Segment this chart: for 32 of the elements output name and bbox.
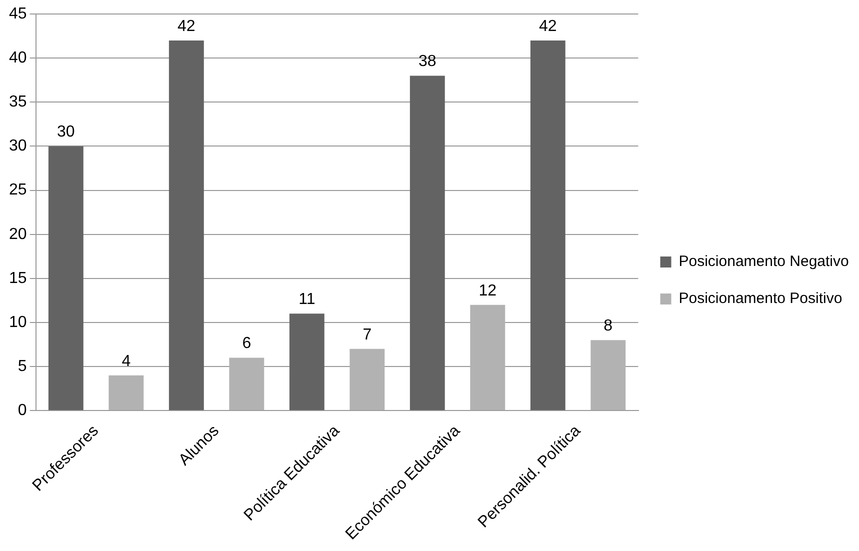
data-label: 4 xyxy=(122,352,131,370)
bar xyxy=(168,40,204,410)
legend-label: Posicionamento Negativo xyxy=(678,253,849,270)
bar xyxy=(530,40,566,410)
y-tick-label: 20 xyxy=(9,226,27,243)
y-tick-label: 45 xyxy=(9,5,27,22)
bar xyxy=(590,340,626,410)
data-label: 30 xyxy=(57,124,75,141)
y-tick-label: 5 xyxy=(18,358,27,375)
data-label: 11 xyxy=(298,291,316,308)
legend-label: Posicionamento Positivo xyxy=(678,290,842,308)
bar xyxy=(289,314,324,410)
data-label: 38 xyxy=(418,53,436,70)
y-tick-label: 0 xyxy=(18,402,27,420)
data-label: 6 xyxy=(242,335,252,352)
bar xyxy=(48,146,84,410)
bar xyxy=(350,348,385,410)
y-tick-label: 25 xyxy=(9,182,27,199)
data-label: 12 xyxy=(478,282,497,300)
y-tick-label: 40 xyxy=(9,49,27,66)
data-label: 7 xyxy=(362,326,372,344)
bar xyxy=(108,375,144,410)
data-label: 42 xyxy=(178,18,196,35)
data-label: 42 xyxy=(538,18,557,35)
y-tick-label: 35 xyxy=(9,94,27,111)
bar xyxy=(410,76,445,410)
bar xyxy=(470,304,506,410)
y-tick-label: 10 xyxy=(9,314,27,331)
y-tick-label: 30 xyxy=(9,138,27,155)
bar xyxy=(229,358,264,410)
y-tick-label: 15 xyxy=(9,270,27,287)
data-label: 8 xyxy=(604,318,613,335)
